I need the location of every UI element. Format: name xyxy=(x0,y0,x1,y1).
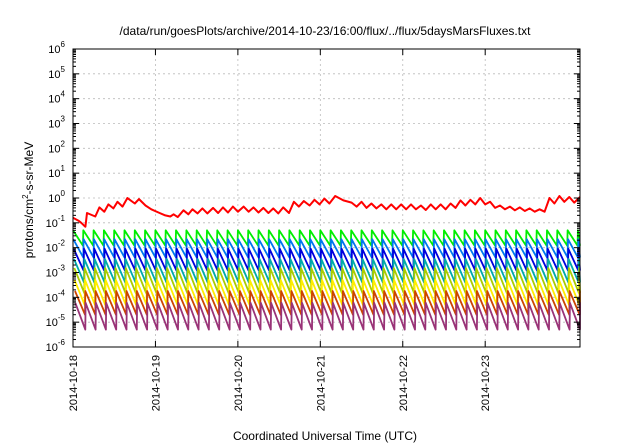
x-tick-label: 2014-10-23 xyxy=(480,355,492,411)
x-tick-label: 2014-10-20 xyxy=(233,355,245,411)
y-tick-label-exponent: -2 xyxy=(58,239,66,248)
y-tick-label: 10-1 xyxy=(46,214,66,230)
y-tick-label: 101 xyxy=(48,164,65,180)
y-tick-label-exponent: -6 xyxy=(58,338,66,347)
series-line-red xyxy=(72,195,581,228)
axis-ticks: 10-610-510-410-310-210-11001011021031041… xyxy=(46,40,580,411)
y-axis-label: protons/cm2-s-sr-MeV xyxy=(21,142,36,258)
y-tick-label-base: 10 xyxy=(48,193,60,205)
chart-title: /data/run/goesPlots/archive/2014-10-23/1… xyxy=(120,24,532,38)
y-tick-label-base: 10 xyxy=(46,268,58,280)
y-tick-label-exponent: 2 xyxy=(61,139,66,148)
y-tick-label: 100 xyxy=(48,189,65,205)
y-tick-label-exponent: 5 xyxy=(61,65,66,74)
y-tick-label: 10-3 xyxy=(46,264,66,280)
y-tick-label: 106 xyxy=(48,40,65,56)
y-tick-label-base: 10 xyxy=(48,69,60,81)
y-tick-label-base: 10 xyxy=(48,44,60,56)
y-tick-label-exponent: -4 xyxy=(58,288,66,297)
y-tick-label-base: 10 xyxy=(48,119,60,131)
y-tick-label-exponent: 0 xyxy=(61,189,66,198)
y-tick-label-base: 10 xyxy=(46,342,58,354)
x-tick-label: 2014-10-19 xyxy=(150,355,162,411)
y-tick-label-base: 10 xyxy=(48,94,60,106)
series-group xyxy=(72,195,581,331)
y-tick-label-base: 10 xyxy=(46,317,58,329)
y-axis-label-sup: 2 xyxy=(21,194,30,199)
y-tick-label: 102 xyxy=(48,139,65,155)
y-tick-label-base: 10 xyxy=(46,218,58,230)
y-tick-label: 10-5 xyxy=(46,313,66,329)
y-tick-label: 104 xyxy=(48,90,65,106)
y-axis-label-rest: -s-sr-MeV xyxy=(22,142,36,195)
y-tick-label-exponent: 1 xyxy=(61,164,66,173)
y-tick-label-exponent: -1 xyxy=(58,214,66,223)
y-tick-label-base: 10 xyxy=(48,143,60,155)
x-tick-label: 2014-10-18 xyxy=(68,355,80,411)
y-tick-label-base: 10 xyxy=(46,243,58,255)
y-axis-label-base: protons/cm xyxy=(22,199,36,258)
y-tick-label-exponent: 6 xyxy=(61,40,66,49)
y-tick-label-exponent: -5 xyxy=(58,313,66,322)
y-tick-label: 105 xyxy=(48,65,65,81)
y-tick-label: 10-2 xyxy=(46,239,66,255)
y-tick-label-exponent: -3 xyxy=(58,264,66,273)
y-tick-label: 10-4 xyxy=(46,288,66,304)
series-line xyxy=(74,301,581,331)
y-tick-label: 103 xyxy=(48,115,65,131)
y-tick-label: 10-6 xyxy=(46,338,66,354)
y-tick-label-base: 10 xyxy=(48,168,60,180)
x-axis-label: Coordinated Universal Time (UTC) xyxy=(233,429,417,443)
y-tick-label-exponent: 4 xyxy=(61,90,66,99)
series-line xyxy=(72,229,581,247)
x-tick-label: 2014-10-21 xyxy=(315,355,327,411)
x-tick-label: 2014-10-22 xyxy=(398,355,410,411)
y-tick-label-exponent: 3 xyxy=(61,115,66,124)
y-tick-label-base: 10 xyxy=(46,292,58,304)
